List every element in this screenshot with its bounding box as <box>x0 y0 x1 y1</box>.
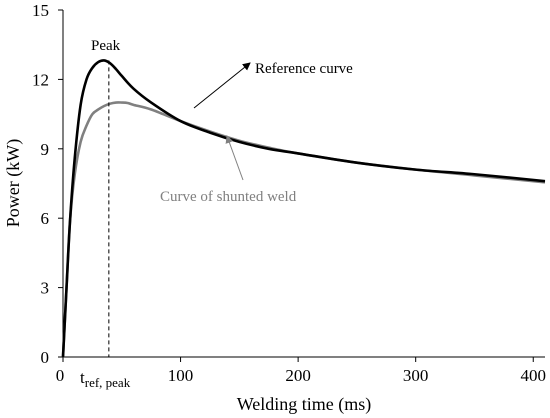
y-ticks: 0 3 6 9 12 15 <box>32 1 63 367</box>
y-tick-label: 6 <box>41 209 50 228</box>
tref-sub: ref, peak <box>85 375 131 390</box>
series-layer <box>61 59 546 358</box>
y-tick-label: 12 <box>32 70 49 89</box>
tref-peak-label: tref, peak <box>80 368 131 390</box>
y-tick-label: 15 <box>32 1 49 20</box>
shunted-curve-arrow <box>225 135 244 181</box>
peak-label: Peak <box>91 38 121 54</box>
y-axis-title: Power (kW) <box>3 139 24 227</box>
y-tick-label: 3 <box>41 279 50 298</box>
x-tick-label: 100 <box>168 366 194 385</box>
reference-curve-label: Reference curve <box>255 61 353 77</box>
x-axis-title: Welding time (ms) <box>237 394 372 415</box>
reference-curve-line <box>61 59 546 358</box>
x-ticks: 0 100 200 300 400 <box>56 357 546 385</box>
tref-main: t <box>80 368 85 387</box>
y-tick-label: 9 <box>41 140 50 159</box>
shunted-curve-line <box>61 101 546 358</box>
x-tick-label: 300 <box>403 366 429 385</box>
y-tick-label: 0 <box>41 348 50 367</box>
x-tick-label: 200 <box>285 366 311 385</box>
shunted-curve-label: Curve of shunted weld <box>160 189 297 205</box>
x-tick-label: 400 <box>520 366 546 385</box>
reference-curve-arrow <box>193 62 251 109</box>
x-tick-label: 0 <box>56 366 65 385</box>
